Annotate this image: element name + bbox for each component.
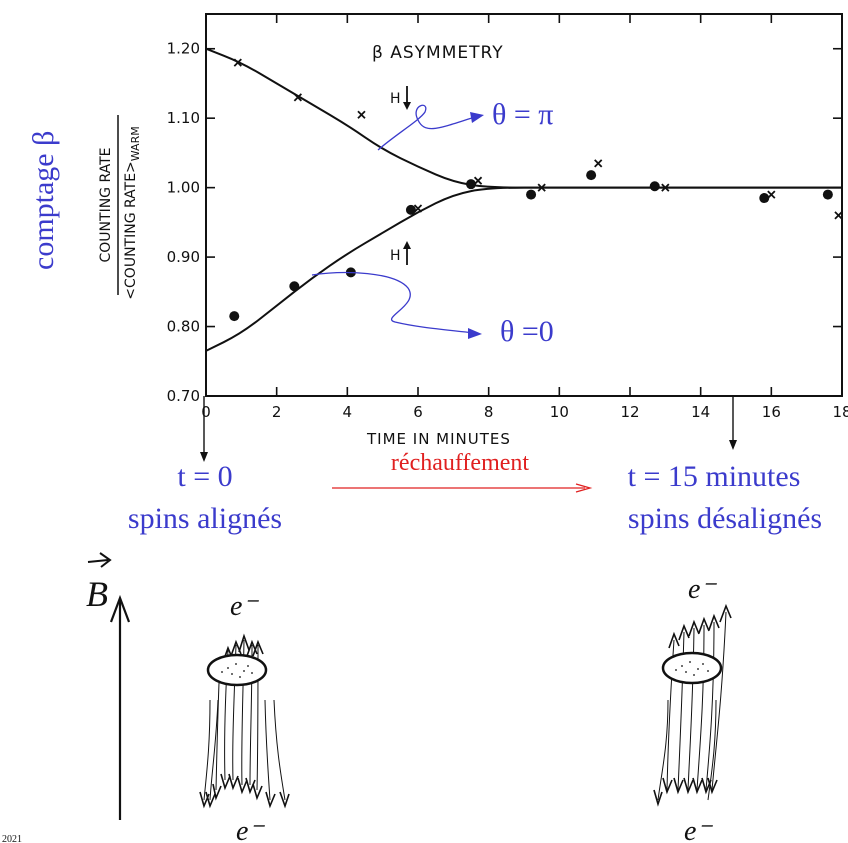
data-point-dot [759,193,770,204]
theta-pi-arrowhead [470,112,484,123]
x-tick-label: 8 [484,403,494,421]
y-tick-label: 1.10 [167,109,200,127]
x-tick-label: 18 [832,403,848,421]
plot-frame [205,13,843,397]
x-axis-label: TIME IN MINUTES [366,430,511,448]
e-bottom-left-label: e⁻ [236,816,265,843]
fit-curve-theta-zero [205,186,842,352]
data-markers [229,58,843,322]
warming-arrowhead [575,483,593,493]
warming-label: réchauffement [391,450,529,476]
chart-title: β ASYMMETRY [372,43,504,63]
theta-zero-label: θ =0 [500,315,554,348]
x-tick-label: 0 [201,403,211,421]
aligned-label: spins alignés [128,502,282,535]
misaligned-label: spins désalignés [628,502,822,535]
data-point-dot [405,204,416,215]
svg-text:H: H [390,248,401,264]
t15-marker-arrowhead [729,440,737,450]
data-point-x [537,183,546,192]
x-tick-label: 6 [413,403,423,421]
svg-text:H: H [390,91,401,107]
y-tick-label: 1.20 [167,40,200,58]
data-point-x [293,93,303,102]
footer-year: 2021 [2,834,22,843]
y-label-numerator: COUNTING RATE [98,147,114,262]
theta-pi-pointer [377,104,476,151]
h-up-annotation: H [390,241,411,265]
h-down-annotation: H [390,86,411,110]
data-point-dot [229,311,240,322]
y-axis-label: COUNTING RATE <COUNTING RATE>WARM [98,115,142,300]
t0-marker-arrowhead [200,452,208,462]
data-point-x [233,58,242,67]
data-point-dot [466,179,476,190]
data-point-dot [526,189,537,200]
x-tick-label: 12 [620,403,639,421]
b-field-arrowhead [109,594,131,623]
data-point-dot [649,181,660,192]
e-bottom-right-label: e⁻ [684,816,713,843]
b-field-label: B [86,552,112,614]
y-tick-label: 0.80 [167,318,200,336]
x-tick-label: 4 [343,403,353,421]
data-point-x [834,211,843,220]
theta-pi-label: θ = π [492,98,553,131]
svg-text:B: B [86,574,108,614]
y-tick-label: 0.90 [167,248,200,266]
t0-label: t = 0 [177,460,232,493]
x-tick-label: 2 [272,403,282,421]
theta-zero-arrowhead [468,328,482,339]
side-label: comptage β [27,131,60,270]
data-point-dot [822,189,833,200]
y-tick-label: 1.00 [167,179,200,197]
aligned-emission-sketch: e⁻ e⁻ [199,591,290,843]
axis-tick-labels: 0 2 4 6 8 10 12 14 16 18 0.70 0.80 0.90 1.00 1.10 1.20 [167,40,848,421]
t15-label: t = 15 minutes [628,460,801,493]
data-point-dot [289,281,300,292]
y-tick-label: 0.70 [167,387,200,405]
data-point-x [594,159,603,168]
misaligned-emission-sketch: e⁻ e⁻ [653,574,732,843]
data-point-dot [586,170,597,181]
y-label-denominator: <COUNTING RATE>WARM [123,126,142,299]
e-top-left-label: e⁻ [230,591,259,622]
e-top-right-label: e⁻ [688,574,717,605]
x-tick-label: 16 [762,403,781,421]
data-point-x [357,110,366,119]
y-label-subscript: WARM [129,126,142,161]
x-tick-label: 10 [550,403,569,421]
data-point-x [661,183,670,192]
x-tick-label: 14 [691,403,710,421]
theta-zero-pointer [311,271,475,334]
